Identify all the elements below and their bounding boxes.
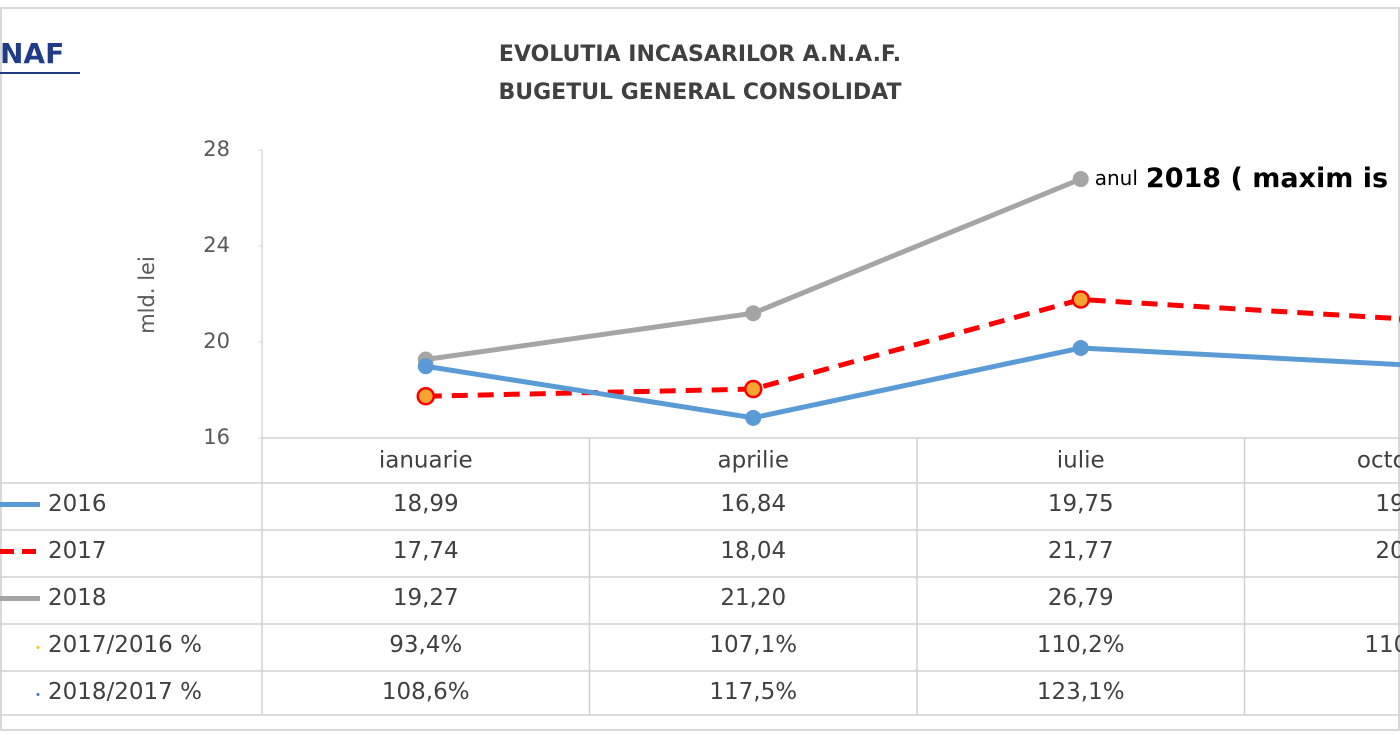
legend-label: 2017 [48, 538, 107, 564]
legend-label: 2017/2016 % [48, 632, 202, 658]
legend-key [36, 646, 40, 649]
y-tick-label: 16 [203, 425, 230, 449]
table-cell: 110,2% [1037, 632, 1125, 658]
legend-label: 2018 [48, 585, 107, 611]
table-cell: 18,99 [393, 491, 459, 517]
table-cell: 19,75 [1048, 491, 1114, 517]
frame [0, 7, 1400, 731]
table-cell: 21,77 [1048, 538, 1114, 564]
x-tick-label: iulie [1057, 448, 1105, 474]
y-tick-label: 24 [203, 233, 230, 257]
table-cell: 19,04 [1375, 491, 1400, 517]
table-cell: 26,79 [1048, 585, 1114, 611]
y-tick-label: 20 [203, 329, 230, 353]
data-point [1072, 340, 1089, 356]
data-point [745, 305, 762, 322]
table-cell: 18,04 [720, 538, 786, 564]
table-cell: 20,95 [1375, 538, 1400, 564]
x-tick-label: ianuarie [379, 448, 473, 474]
table-cell: 93,4% [389, 632, 462, 658]
data-point [417, 358, 434, 375]
table-cell: 107,1% [709, 632, 797, 658]
data-point [1072, 171, 1089, 188]
series-line [425, 345, 1400, 421]
data-point [744, 379, 763, 399]
data-point [416, 386, 435, 406]
x-tick-label: octombri [1357, 448, 1400, 474]
data-point [745, 409, 762, 426]
table-cell: 123,1% [1037, 679, 1125, 705]
table-cell: 110,0% [1364, 632, 1400, 658]
chart-title: EVOLUTIA INCASARILOR A.N.A.F. [499, 42, 901, 67]
legend-label: 2018/2017 % [48, 679, 202, 705]
legend-key [36, 693, 40, 696]
table-cell: 17,74 [393, 538, 459, 564]
logo: NAF [0, 37, 64, 70]
data-point [1071, 290, 1090, 309]
y-tick-label: 28 [203, 137, 230, 161]
table-cell: 21,20 [720, 585, 786, 611]
legend-label: 2016 [48, 491, 107, 517]
end-label-bold: 2018 ( maxim is [1146, 163, 1388, 194]
chart-subtitle: BUGETUL GENERAL CONSOLIDAT [498, 80, 901, 105]
table-cell: 16,84 [720, 491, 786, 517]
x-tick-label: aprilie [718, 448, 789, 474]
y-axis-label: mld. lei [135, 256, 159, 334]
end-label-text: anul [1095, 166, 1138, 190]
table-cell: 19,27 [393, 585, 459, 611]
end-label: anul 2018 ( maxim is [1095, 163, 1388, 194]
table-cell: 117,5% [709, 679, 797, 705]
table-cell: 108,6% [382, 679, 470, 705]
series-line [425, 176, 1082, 362]
